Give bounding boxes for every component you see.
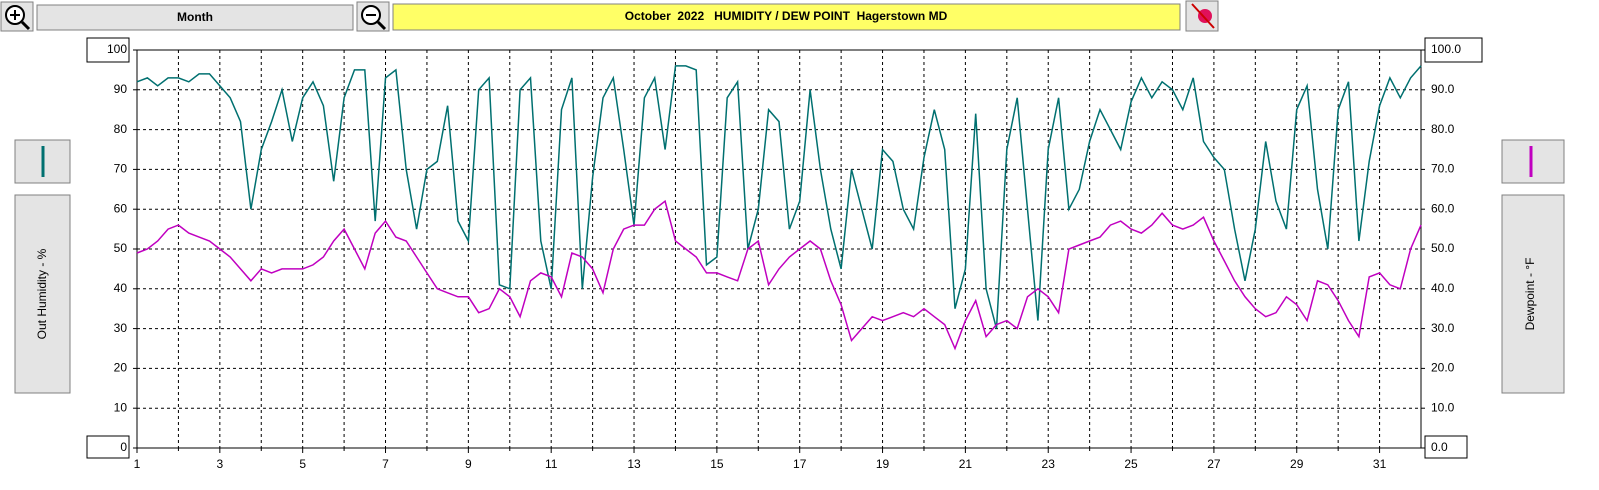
x-tick-label: 9 <box>465 457 472 471</box>
y2-tick-label: 10.0 <box>1431 400 1455 414</box>
y-tick-label: 20 <box>114 361 128 375</box>
ymin-box[interactable] <box>86 435 130 459</box>
x-tick-label: 1 <box>134 457 141 471</box>
y2min-box[interactable] <box>1424 435 1468 459</box>
y2-tick-label: 0.0 <box>1431 440 1448 454</box>
title-bar <box>392 3 1181 31</box>
y2-tick-label: 30.0 <box>1431 321 1455 335</box>
y2-label-button[interactable] <box>1501 194 1565 394</box>
y-tick-label: 0 <box>120 440 127 454</box>
x-tick-label: 25 <box>1124 457 1138 471</box>
y-tick-label: 10 <box>114 400 128 414</box>
y2-tick-label: 80.0 <box>1431 122 1455 136</box>
chart-title: October 2022 HUMIDITY / DEW POINT Hagers… <box>625 9 948 23</box>
y2max-box[interactable] <box>1424 37 1483 63</box>
x-tick-label: 3 <box>216 457 223 471</box>
x-tick-label: 19 <box>876 457 890 471</box>
y-axis-label: Out Humidity - % <box>35 248 49 339</box>
zoom-out-button[interactable] <box>356 1 390 32</box>
x-tick-label: 27 <box>1207 457 1221 471</box>
y2-tick-label: 100.0 <box>1431 42 1461 56</box>
series-line <box>136 199 1422 351</box>
zoom-in-button[interactable] <box>0 1 34 32</box>
y2-tick-label: 70.0 <box>1431 162 1455 176</box>
y-tick-label: 90 <box>114 82 128 96</box>
x-tick-label: 17 <box>793 457 807 471</box>
y2-tick-label: 60.0 <box>1431 201 1455 215</box>
x-tick-label: 15 <box>710 457 724 471</box>
y2-tick-label: 40.0 <box>1431 281 1455 295</box>
y2-axis-label: Dewpoint - °F <box>1523 258 1537 331</box>
y-tick-label: 60 <box>114 201 128 215</box>
y-label-button[interactable] <box>14 194 71 394</box>
x-tick-label: 7 <box>382 457 389 471</box>
plot: 1009080706050403020100100.090.080.070.06… <box>107 42 1461 471</box>
x-tick-label: 23 <box>1042 457 1056 471</box>
y2-tick-label: 20.0 <box>1431 361 1455 375</box>
y-tick-label: 80 <box>114 122 128 136</box>
y2-tick-label: 90.0 <box>1431 82 1455 96</box>
y-tick-label: 30 <box>114 321 128 335</box>
period-label: Month <box>177 10 213 24</box>
y-tick-label: 40 <box>114 281 128 295</box>
series-swatch-button[interactable] <box>1501 139 1565 184</box>
y2-tick-label: 50.0 <box>1431 241 1455 255</box>
tool-button[interactable] <box>1185 0 1219 32</box>
x-tick-label: 13 <box>627 457 641 471</box>
ymax-box[interactable] <box>86 37 130 63</box>
y-tick-label: 100 <box>107 42 127 56</box>
x-tick-label: 5 <box>299 457 306 471</box>
x-tick-label: 31 <box>1373 457 1387 471</box>
y-tick-label: 50 <box>114 241 128 255</box>
x-tick-label: 21 <box>959 457 973 471</box>
x-tick-label: 11 <box>545 457 558 471</box>
x-tick-label: 29 <box>1290 457 1304 471</box>
period-selector[interactable] <box>36 4 354 31</box>
series-line <box>136 65 1422 329</box>
y-tick-label: 70 <box>114 162 128 176</box>
